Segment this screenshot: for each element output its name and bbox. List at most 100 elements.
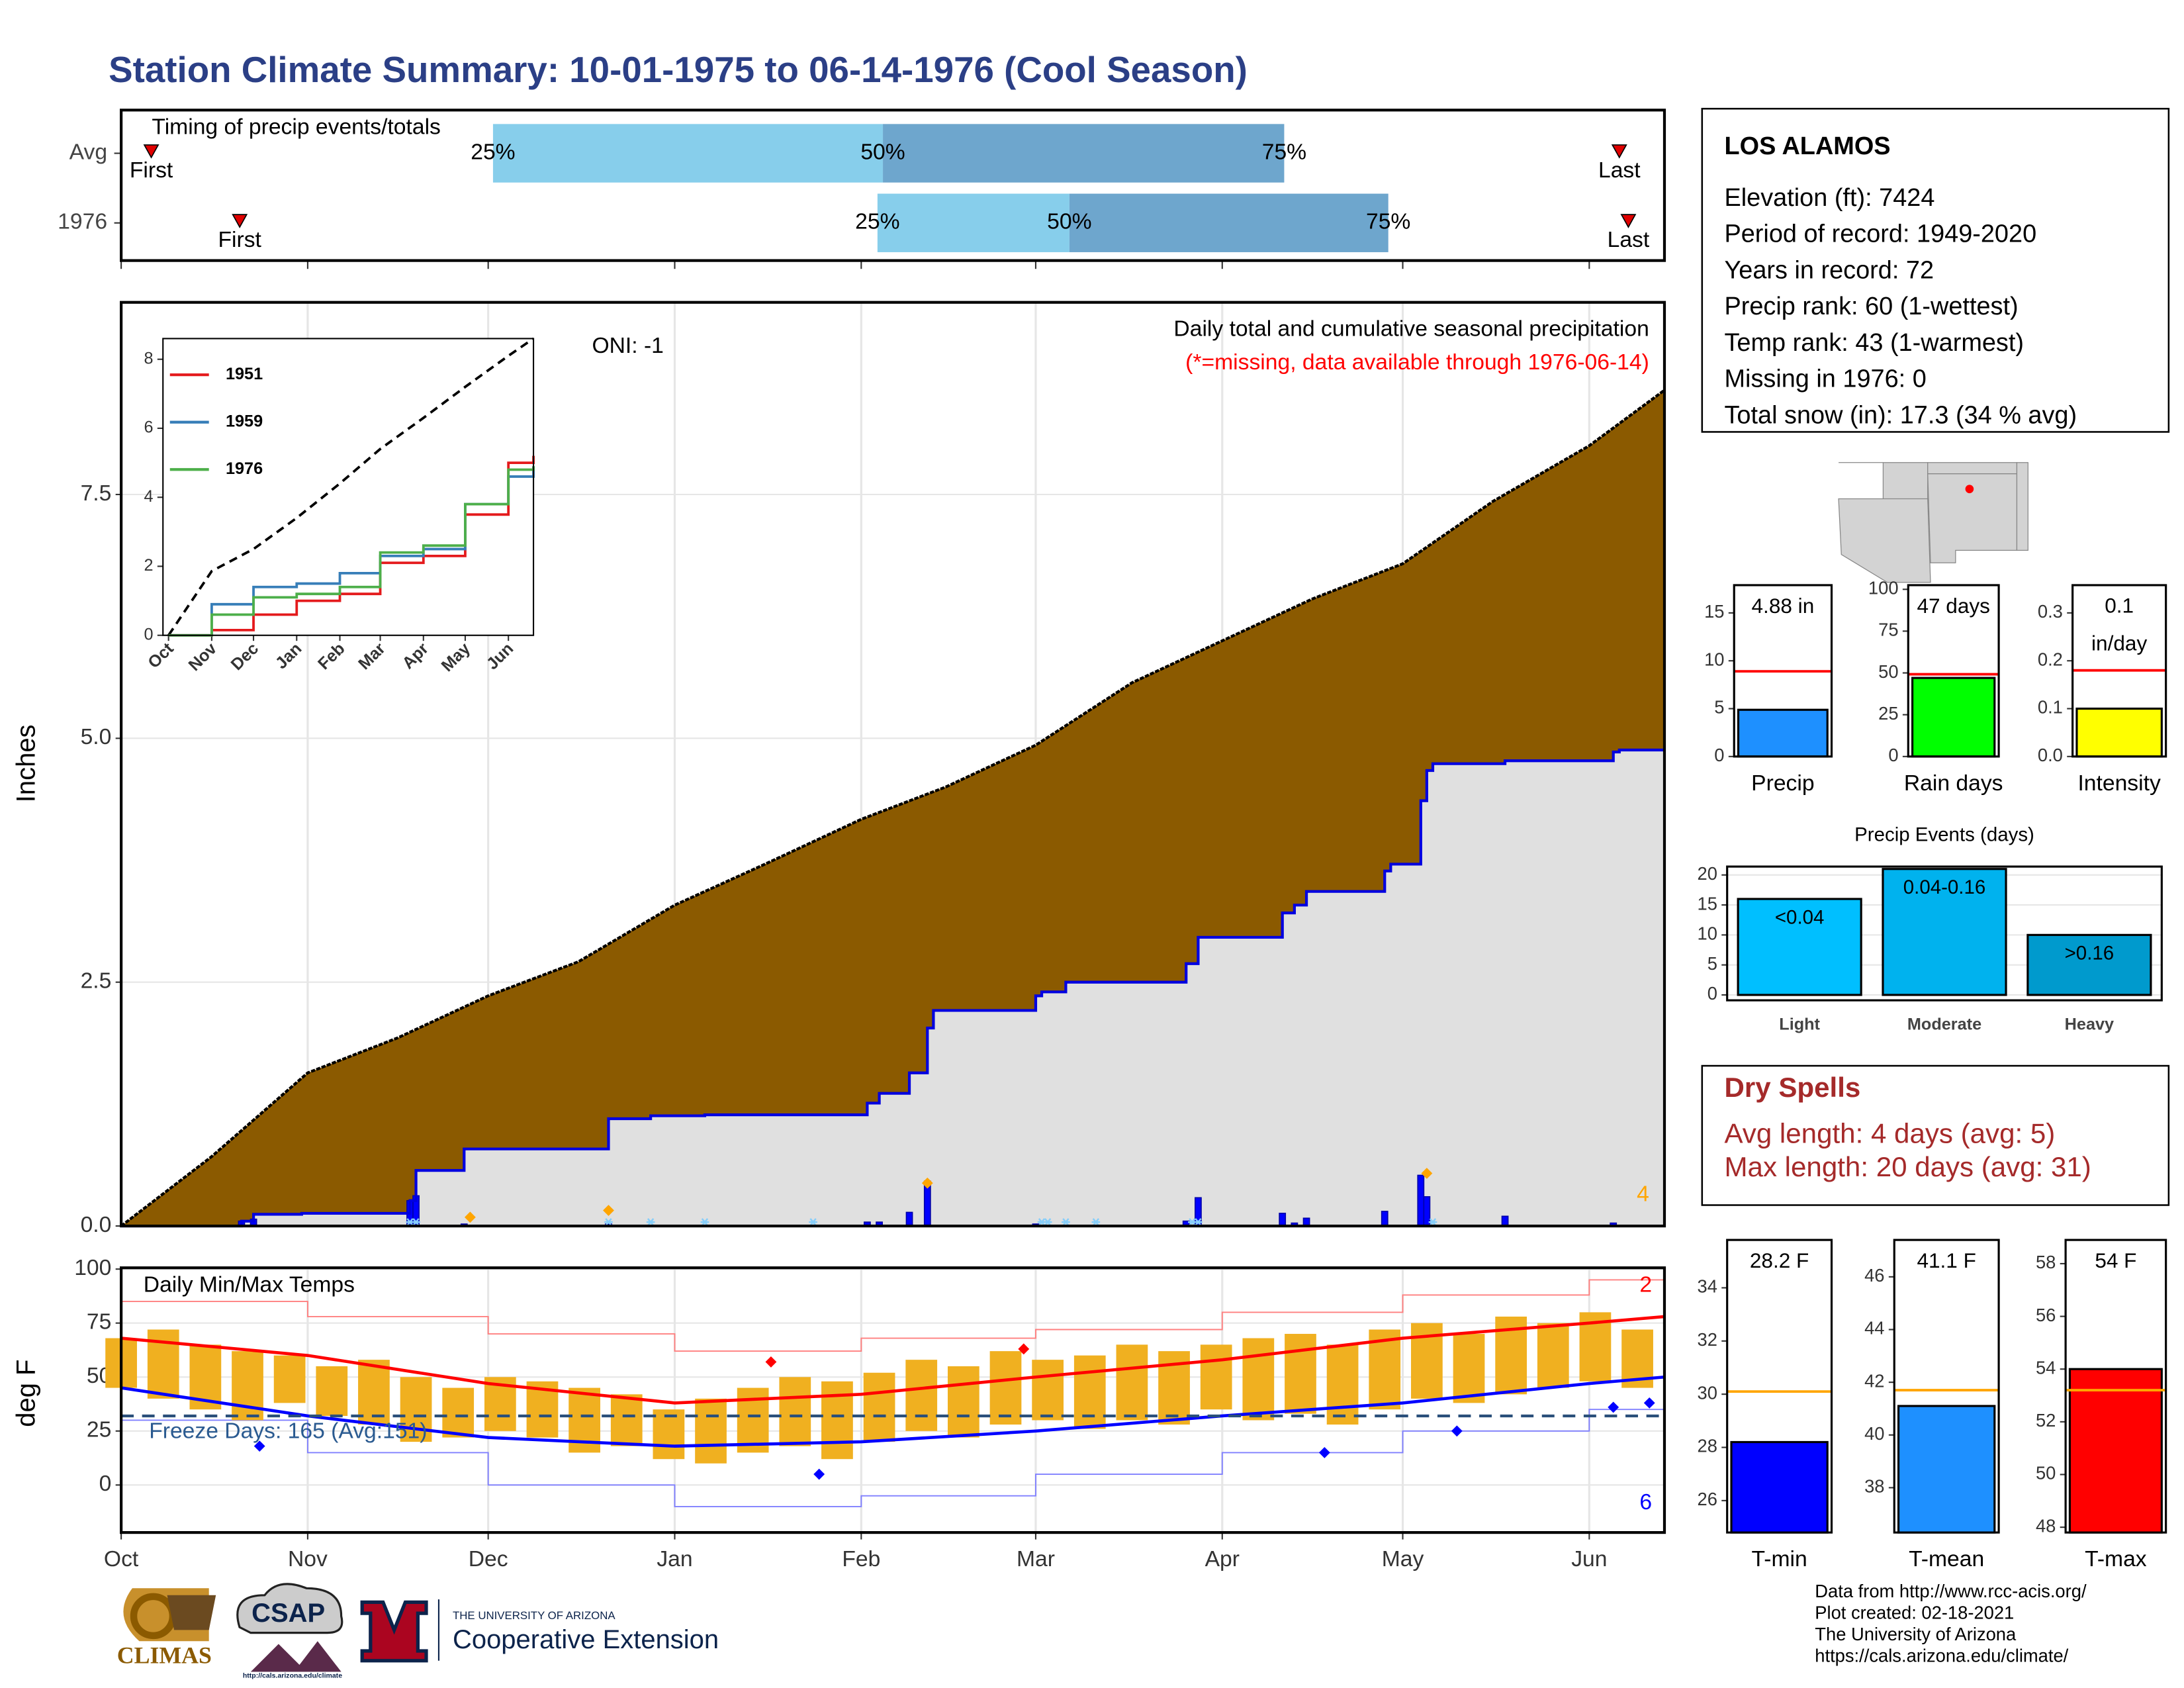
temp-bar	[863, 1372, 895, 1442]
quartile-bar	[883, 124, 1285, 183]
plot-frame	[1893, 1239, 2000, 1534]
marker-label: First	[218, 228, 261, 252]
snow-count: 4	[1637, 1182, 1649, 1207]
y-tick-label: 48	[2036, 1515, 2056, 1536]
y-tick-label: 58	[2036, 1252, 2056, 1272]
missing-marker	[412, 1218, 420, 1227]
quartile-label: 25%	[855, 210, 899, 234]
dry-line: Max length: 20 days (avg: 31)	[1724, 1151, 2091, 1182]
y-tick-label: 5.0	[81, 725, 112, 749]
station-dot	[1965, 485, 1974, 494]
y-tick-label: 6	[144, 418, 153, 437]
station-name: LOS ALAMOS	[1724, 132, 1890, 160]
y-tick-label: 0.2	[2038, 649, 2063, 669]
bar	[2068, 1368, 2163, 1534]
record-min-line	[121, 1403, 1665, 1507]
temp-bar	[948, 1366, 979, 1438]
temp-bar	[779, 1377, 811, 1446]
y-tick-label: 40	[1864, 1423, 1884, 1444]
x-tick-label: Dec	[469, 1547, 508, 1571]
bar	[1737, 708, 1829, 758]
value-label: 28.2 F	[1750, 1248, 1809, 1272]
csap-cloud	[236, 1583, 343, 1634]
climas-shape	[167, 1595, 216, 1630]
record-low-count: 6	[1639, 1490, 1652, 1515]
y-tick-label: 10	[1698, 923, 1717, 944]
bar-label: <0.04	[1775, 906, 1825, 928]
temp-bar	[1285, 1334, 1316, 1414]
plot-frame	[1907, 584, 2000, 758]
temp-bar	[1242, 1338, 1275, 1421]
missing-marker	[646, 1218, 655, 1227]
y-tick-label: 34	[1698, 1276, 1717, 1297]
plot-frame	[119, 1266, 1666, 1534]
plot-frame	[162, 338, 535, 636]
temp-bar	[821, 1381, 853, 1460]
y-tick-label: 7.5	[81, 481, 112, 506]
plot-frame	[119, 301, 1666, 1228]
x-tick-label: Jun	[1571, 1547, 1607, 1571]
category-label: Intensity	[2077, 771, 2161, 796]
y-tick-label: 15	[1704, 601, 1724, 622]
missing-marker	[1194, 1218, 1203, 1227]
temp-bar	[1537, 1323, 1569, 1388]
y-tick-label: 0	[1888, 745, 1898, 765]
footer-line: Data from http://www.rcc-acis.org/	[1815, 1581, 2087, 1601]
y-tick-label: 46	[1864, 1265, 1884, 1286]
x-tick-label: Nov	[288, 1547, 328, 1571]
quartile-label: 50%	[860, 140, 905, 164]
plot-frame	[1726, 865, 2163, 1002]
y-tick-label: 0	[1714, 745, 1724, 765]
marker-label: First	[130, 158, 173, 183]
record-marker	[1451, 1425, 1463, 1437]
category-label: T-max	[2085, 1547, 2147, 1571]
y-tick-label: 0	[99, 1472, 112, 1496]
record-marker	[765, 1356, 777, 1368]
temp-bar	[1032, 1360, 1064, 1421]
station-line: Elevation (ft): 7424	[1724, 184, 1934, 212]
station-line: Missing in 1976: 0	[1724, 365, 1926, 393]
daily-bar	[905, 1211, 913, 1227]
footer-line: The University of Arizona	[1815, 1624, 2017, 1644]
category-label: Moderate	[1907, 1015, 1981, 1034]
y-tick-label: 5	[1714, 697, 1724, 718]
cumulative-line	[121, 748, 1664, 1228]
dry-line: Avg length: 4 days (avg: 5)	[1724, 1117, 2055, 1149]
average-line	[167, 337, 535, 636]
y-tick-label: 28	[1698, 1436, 1717, 1456]
temp-bar	[1200, 1344, 1232, 1410]
panel-title: Timing of precip events/totals	[152, 115, 440, 140]
record-marker	[253, 1440, 265, 1452]
timing-marker	[1611, 144, 1627, 159]
temp-bar	[989, 1351, 1022, 1425]
temp-bar	[273, 1355, 306, 1403]
temp-bar	[1453, 1334, 1485, 1403]
y-tick-label: 25	[87, 1418, 111, 1442]
missing-marker	[700, 1218, 709, 1227]
category-label: T-min	[1752, 1547, 1807, 1571]
missing-marker	[1062, 1218, 1070, 1227]
csap-text: CSAP	[251, 1599, 325, 1628]
y-tick-label: 8	[144, 349, 153, 367]
record-marker	[1318, 1446, 1330, 1458]
y-tick-label: 50	[1878, 661, 1898, 682]
y-tick-label: 52	[2036, 1410, 2056, 1430]
bar	[2026, 933, 2152, 996]
category-label: Rain days	[1904, 771, 2003, 796]
station-line: Temp rank: 43 (1-warmest)	[1724, 329, 2024, 357]
station-line: Years in record: 72	[1724, 256, 1934, 284]
temp-bar	[1326, 1344, 1359, 1425]
y-tick-label: 2.5	[81, 969, 112, 994]
legend-label: 1976	[226, 459, 263, 478]
temp-bar	[653, 1409, 685, 1460]
chart-title: Daily Min/Max Temps	[144, 1272, 355, 1297]
location-map	[1835, 459, 2028, 585]
y-axis-label: Inches	[12, 724, 41, 802]
series-line	[168, 455, 535, 637]
oni: ONI: -1	[592, 334, 663, 358]
y-tick-label: 100	[1868, 577, 1899, 598]
csap-mountain	[250, 1641, 341, 1672]
y-tick-label: 26	[1698, 1489, 1717, 1509]
quartile-label: 25%	[471, 140, 515, 164]
page-title: Station Climate Summary: 10-01-1975 to 0…	[109, 49, 1248, 90]
